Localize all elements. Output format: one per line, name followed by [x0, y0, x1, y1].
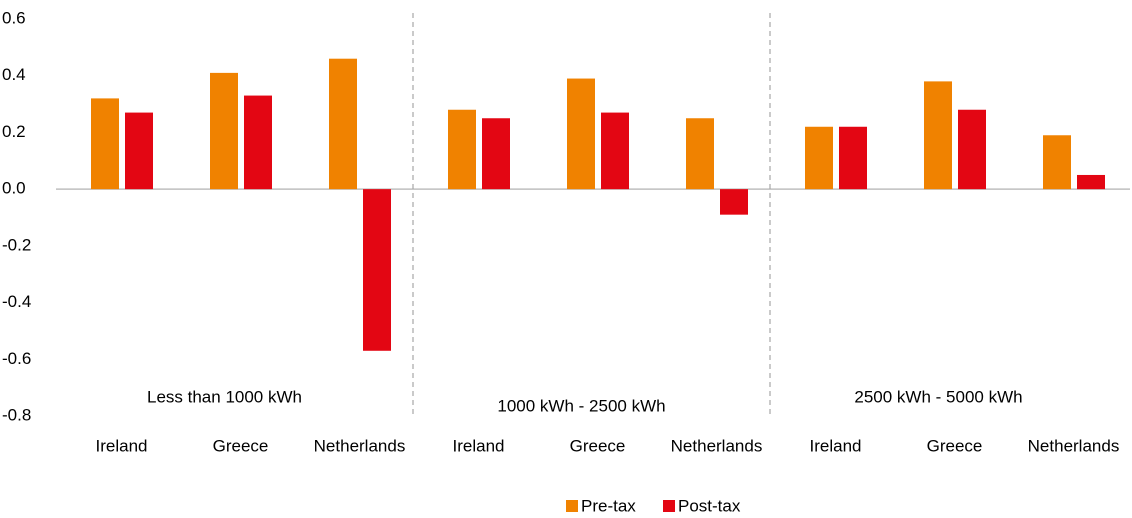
y-tick-label: -0.8 [2, 405, 31, 424]
bar [482, 118, 510, 190]
bar [1043, 135, 1071, 190]
x-tick-label: Ireland [453, 436, 505, 455]
y-tick-label: 0.4 [2, 65, 26, 84]
y-tick-label: 0.6 [2, 8, 26, 27]
x-tick-label: Ireland [810, 436, 862, 455]
y-tick-label: -0.6 [2, 349, 31, 368]
bar [924, 81, 952, 190]
group-label: Less than 1000 kWh [147, 387, 302, 406]
bar [686, 118, 714, 190]
legend-label: Pre-tax [581, 496, 636, 515]
y-tick-label: 0.2 [2, 122, 26, 141]
x-tick-label: Greece [570, 436, 626, 455]
x-tick-label: Greece [213, 436, 269, 455]
x-tick-label: Netherlands [314, 436, 406, 455]
bar [329, 58, 357, 190]
bar [448, 109, 476, 190]
bar [958, 109, 986, 190]
legend-swatch [663, 500, 675, 512]
bar [1077, 174, 1105, 190]
y-tick-label: -0.2 [2, 235, 31, 254]
x-tick-label: Greece [927, 436, 983, 455]
bar [567, 78, 595, 190]
bar [244, 95, 272, 190]
y-tick-label: 0.0 [2, 179, 26, 198]
group-label: 2500 kWh - 5000 kWh [854, 387, 1022, 406]
x-tick-label: Ireland [96, 436, 148, 455]
x-tick-label: Netherlands [1028, 436, 1120, 455]
bar [91, 98, 119, 190]
legend-swatch [566, 500, 578, 512]
bar [363, 189, 391, 351]
bar [601, 112, 629, 190]
y-tick-label: -0.4 [2, 292, 31, 311]
bar [720, 189, 748, 215]
group-label: 1000 kWh - 2500 kWh [497, 396, 665, 415]
bar [839, 126, 867, 190]
bar [125, 112, 153, 190]
legend-label: Post-tax [678, 496, 741, 515]
bar [805, 126, 833, 190]
x-tick-label: Netherlands [671, 436, 763, 455]
bar [210, 72, 238, 190]
